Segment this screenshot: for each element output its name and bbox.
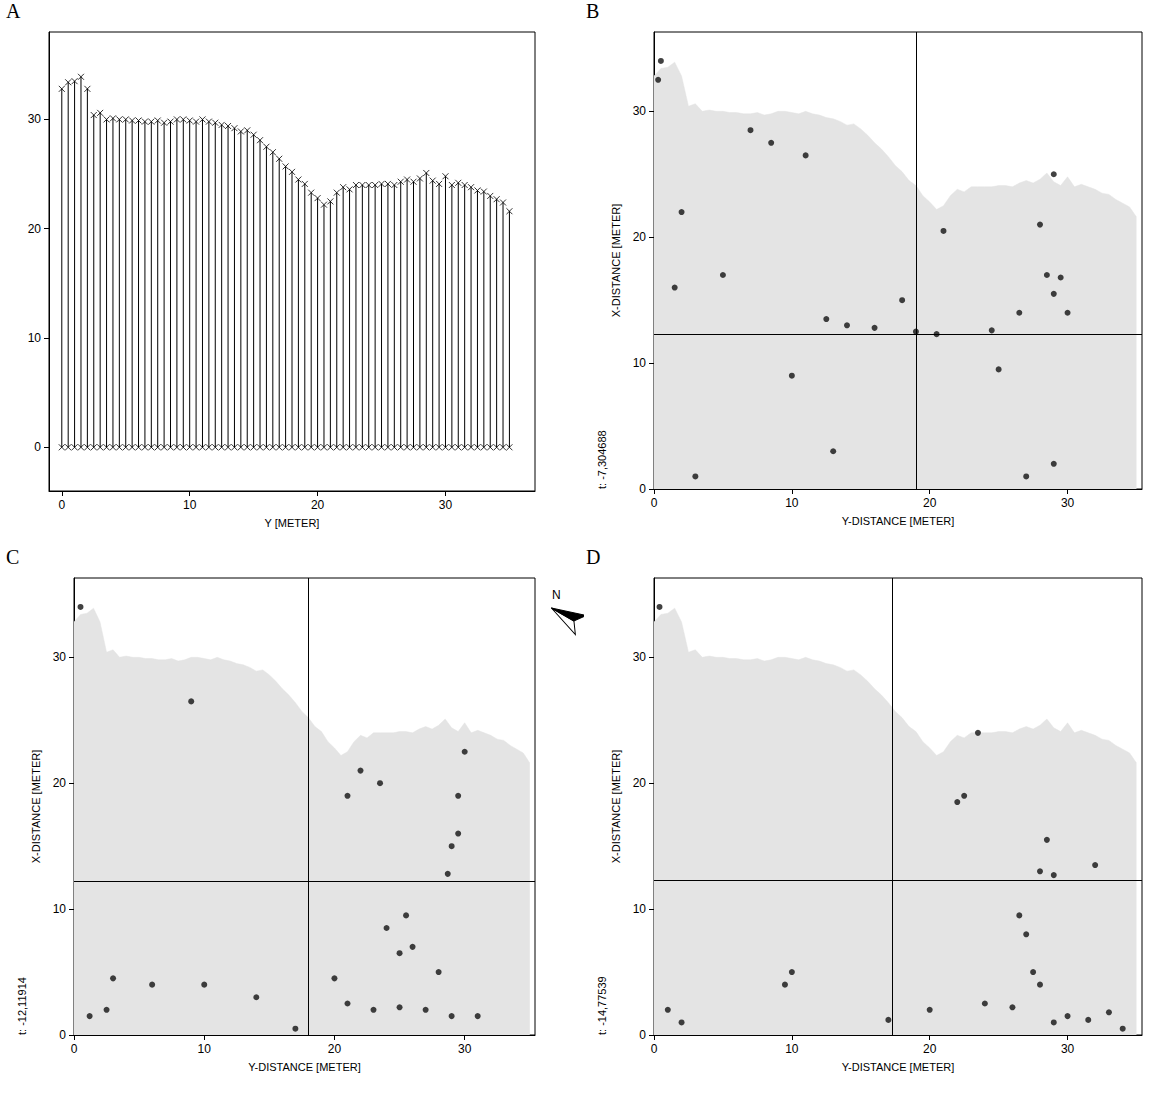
- html-text:A: A: [6, 0, 21, 22]
- html-text:D: D: [586, 546, 601, 568]
- svg-text:N: N: [552, 588, 561, 602]
- svg-text:20: 20: [923, 496, 937, 510]
- svg-text:10: 10: [183, 498, 197, 512]
- svg-text:10: 10: [53, 902, 67, 916]
- svg-text:X-DISTANCE [METER]: X-DISTANCE [METER]: [610, 750, 622, 863]
- svg-text:10: 10: [785, 1042, 799, 1056]
- svg-text:X-DISTANCE [METER]: X-DISTANCE [METER]: [30, 750, 42, 863]
- svg-text:10: 10: [198, 1042, 212, 1056]
- svg-text:10: 10: [28, 331, 42, 345]
- svg-text:0: 0: [58, 498, 65, 512]
- svg-text:t: -14,77539: t: -14,77539: [596, 976, 608, 1035]
- svg-text:0: 0: [651, 1042, 658, 1056]
- svg-text:t: -12,11914: t: -12,11914: [16, 977, 28, 1035]
- svg-text:0: 0: [639, 1028, 646, 1042]
- svg-text:30: 30: [439, 498, 453, 512]
- svg-text:20: 20: [328, 1042, 342, 1056]
- svg-text:t: -7,304688: t: -7,304688: [596, 430, 608, 489]
- html-text:B: B: [586, 0, 600, 22]
- svg-text:Y-DISTANCE [METER]: Y-DISTANCE [METER]: [842, 1061, 954, 1073]
- svg-text:20: 20: [633, 230, 647, 244]
- svg-text:Y-DISTANCE [METER]: Y-DISTANCE [METER]: [248, 1061, 360, 1073]
- svg-text:0: 0: [59, 1028, 66, 1042]
- svg-text:30: 30: [633, 650, 647, 664]
- html-text:C: C: [6, 546, 20, 568]
- svg-text:30: 30: [28, 112, 42, 126]
- svg-text:Y [METER]: Y [METER]: [265, 517, 320, 529]
- svg-text:20: 20: [923, 1042, 937, 1056]
- svg-text:30: 30: [53, 650, 67, 664]
- svg-text:20: 20: [311, 498, 325, 512]
- svg-text:X-DISTANCE [METER]: X-DISTANCE [METER]: [610, 204, 622, 317]
- svg-text:0: 0: [639, 482, 646, 496]
- svg-text:30: 30: [633, 104, 647, 118]
- svg-text:10: 10: [633, 356, 647, 370]
- svg-text:20: 20: [53, 776, 67, 790]
- svg-text:0: 0: [34, 440, 41, 454]
- svg-text:0: 0: [71, 1042, 78, 1056]
- svg-text:20: 20: [633, 776, 647, 790]
- svg-text:10: 10: [785, 496, 799, 510]
- svg-text:30: 30: [1061, 496, 1075, 510]
- svg-text:30: 30: [1061, 1042, 1075, 1056]
- svg-text:30: 30: [458, 1042, 472, 1056]
- svg-text:Y-DISTANCE [METER]: Y-DISTANCE [METER]: [842, 515, 954, 527]
- svg-text:20: 20: [28, 222, 42, 236]
- svg-text:10: 10: [633, 902, 647, 916]
- svg-text:0: 0: [651, 496, 658, 510]
